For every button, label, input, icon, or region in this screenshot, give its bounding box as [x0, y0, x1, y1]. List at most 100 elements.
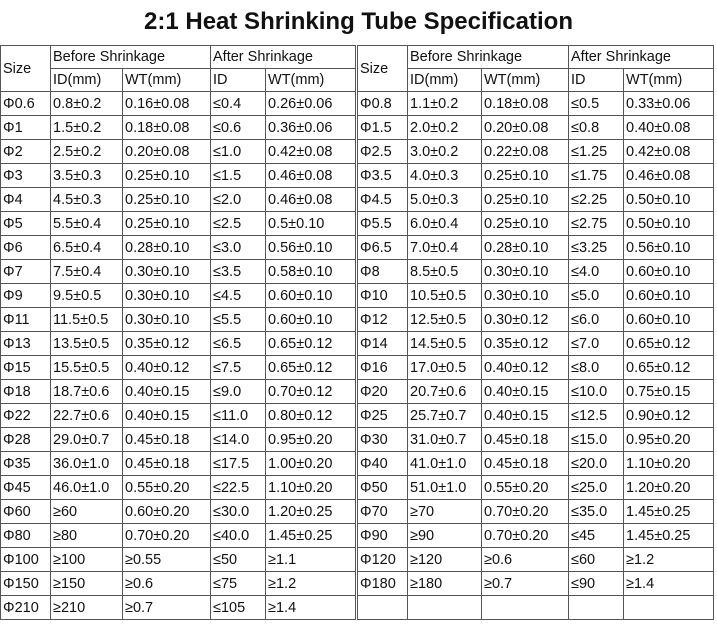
cell: 0.42±0.08	[623, 139, 715, 164]
cell: ≤2.25	[568, 187, 625, 212]
cell: 0.25±0.10	[480, 211, 570, 236]
cell: 0.5±0.10	[265, 211, 357, 236]
cell: 1.20±0.25	[265, 499, 357, 524]
header-row: Size Before Shrinkage After Shrinkage	[357, 45, 715, 92]
cell: ≤90	[568, 571, 625, 596]
cell: 0.40±0.15	[480, 403, 570, 428]
cell: Φ25	[357, 403, 408, 428]
empty-cell	[357, 595, 408, 620]
cell: Φ0.8	[357, 91, 408, 116]
header-cell: ID	[568, 68, 625, 92]
empty-cell	[623, 595, 715, 620]
cell: ≥1.4	[623, 571, 715, 596]
cell: Φ5.5	[357, 211, 408, 236]
header-cell: Size	[357, 45, 408, 92]
cell: 0.50±0.10	[623, 187, 715, 212]
cell: ≤3.0	[210, 235, 267, 260]
header-cell: WT(mm)	[121, 68, 212, 92]
cell: 0.60±0.10	[623, 307, 715, 332]
cell: 9.5±0.5	[50, 283, 123, 308]
empty-cell	[480, 595, 570, 620]
data-row: Φ3 3.5±0.3 0.25±0.10 ≤1.5 0.46±0.08	[0, 163, 357, 188]
cell: 0.18±0.08	[480, 91, 570, 116]
data-row: Φ11 11.5±0.5 0.30±0.10 ≤5.5 0.60±0.10	[0, 307, 357, 332]
cell: Φ210	[0, 595, 51, 620]
cell: 5.0±0.3	[407, 187, 482, 212]
cell: 0.25±0.10	[121, 211, 212, 236]
cell: 0.70±0.20	[480, 499, 570, 524]
cell: 0.60±0.10	[623, 259, 715, 284]
cell: 6.5±0.4	[50, 235, 123, 260]
cell: Φ16	[357, 355, 408, 380]
cell: 0.70±0.20	[480, 523, 570, 548]
cell: ≤2.0	[210, 187, 267, 212]
cell: ≤2.5	[210, 211, 267, 236]
cell: 0.33±0.06	[623, 91, 715, 116]
cell: 0.46±0.08	[623, 163, 715, 188]
cell: 1.1±0.2	[407, 91, 482, 116]
data-row: Φ8 8.5±0.5 0.30±0.10 ≤4.0 0.60±0.10	[357, 259, 715, 284]
cell: Φ9	[0, 283, 51, 308]
cell: Φ6	[0, 235, 51, 260]
cell: 0.46±0.08	[265, 163, 357, 188]
cell: Φ2.5	[357, 139, 408, 164]
cell: 0.45±0.18	[480, 451, 570, 476]
cell: ≥1.4	[265, 595, 357, 620]
title: 2:1 Heat Shrinking Tube Specification	[144, 8, 573, 35]
data-row: Φ5 5.5±0.4 0.25±0.10 ≤2.5 0.5±0.10	[0, 211, 357, 236]
cell: 0.20±0.08	[121, 139, 212, 164]
cell: ≤105	[210, 595, 267, 620]
cell: ≤0.6	[210, 115, 267, 140]
cell: 0.40±0.15	[121, 379, 212, 404]
cell: ≤5.0	[568, 283, 625, 308]
cell: ≤1.5	[210, 163, 267, 188]
cell: ≤2.75	[568, 211, 625, 236]
cell: 29.0±0.7	[50, 427, 123, 452]
cell: ≤75	[210, 571, 267, 596]
cell: 0.28±0.10	[480, 235, 570, 260]
cell: Φ4	[0, 187, 51, 212]
data-row: Φ6.5 7.0±0.4 0.28±0.10 ≤3.25 0.56±0.10	[357, 235, 715, 260]
cell: ≤6.5	[210, 331, 267, 356]
cell: 0.36±0.06	[265, 115, 357, 140]
cell: Φ70	[357, 499, 408, 524]
data-row: Φ2.5 3.0±0.2 0.22±0.08 ≤1.25 0.42±0.08	[357, 139, 715, 164]
cell: 51.0±1.0	[407, 475, 482, 500]
cell: 0.56±0.10	[265, 235, 357, 260]
empty-row	[357, 595, 715, 620]
header-cell: Size	[0, 45, 51, 92]
cell: Φ15	[0, 355, 51, 380]
cell: 0.8±0.2	[50, 91, 123, 116]
cell: Φ100	[0, 547, 51, 572]
cell: 0.80±0.12	[265, 403, 357, 428]
cell: ≤0.8	[568, 115, 625, 140]
data-row: Φ35 36.0±1.0 0.45±0.18 ≤17.5 1.00±0.20	[0, 451, 357, 476]
cell: 0.40±0.12	[480, 355, 570, 380]
cell: ≤4.0	[568, 259, 625, 284]
data-row: Φ0.8 1.1±0.2 0.18±0.08 ≤0.5 0.33±0.06	[357, 91, 715, 116]
cell: 0.42±0.08	[265, 139, 357, 164]
data-row: Φ5.5 6.0±0.4 0.25±0.10 ≤2.75 0.50±0.10	[357, 211, 715, 236]
cell: 7.0±0.4	[407, 235, 482, 260]
cell: 7.5±0.4	[50, 259, 123, 284]
cell: Φ11	[0, 307, 51, 332]
cell: Φ8	[357, 259, 408, 284]
cell: Φ7	[0, 259, 51, 284]
empty-cell	[407, 595, 482, 620]
cell: 5.5±0.4	[50, 211, 123, 236]
data-row: Φ4 4.5±0.3 0.25±0.10 ≤2.0 0.46±0.08	[0, 187, 357, 212]
cell: Φ28	[0, 427, 51, 452]
cell: 0.45±0.18	[480, 427, 570, 452]
cell: 0.40±0.08	[623, 115, 715, 140]
cell: 11.5±0.5	[50, 307, 123, 332]
cell: ≤17.5	[210, 451, 267, 476]
spec-table: Size Before Shrinkage After Shrinkage ID(mm…	[0, 45, 357, 620]
data-row: Φ50 51.0±1.0 0.55±0.20 ≤25.0 1.20±0.20	[357, 475, 715, 500]
data-row: Φ1.5 2.0±0.2 0.20±0.08 ≤0.8 0.40±0.08	[357, 115, 715, 140]
header-cell: WT(mm)	[265, 68, 357, 92]
cell: Φ3	[0, 163, 51, 188]
cell: 0.40±0.12	[121, 355, 212, 380]
data-row: Φ28 29.0±0.7 0.45±0.18 ≤14.0 0.95±0.20	[0, 427, 357, 452]
cell: Φ12	[357, 307, 408, 332]
data-row: Φ210 ≥210 ≥0.7 ≤105 ≥1.4	[0, 595, 357, 620]
